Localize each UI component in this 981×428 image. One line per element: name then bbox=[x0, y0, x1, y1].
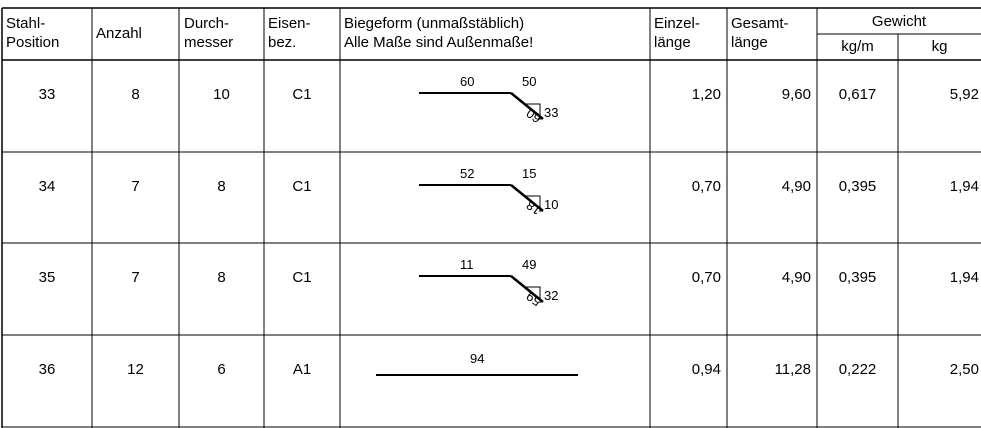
header-anzahl: Anzahl bbox=[96, 25, 142, 42]
cell-position: 36 bbox=[38, 361, 56, 378]
cell-position: 33 bbox=[38, 86, 56, 103]
header-einzellaenge-line1: Einzel- bbox=[654, 15, 700, 32]
dim-top-right: 49 bbox=[522, 257, 536, 272]
cell-einzellaenge: 1,20 bbox=[691, 86, 721, 103]
dim-right: 32 bbox=[544, 288, 558, 303]
dim-top-right: 50 bbox=[522, 74, 536, 89]
header-eisenbez-line1: Eisen- bbox=[268, 15, 311, 32]
header-gesamtlaenge-line2: länge bbox=[731, 34, 768, 51]
header-einzellaenge: Einzel- länge bbox=[654, 14, 700, 52]
cell-gesamtlaenge: 9,60 bbox=[781, 86, 811, 103]
header-eisenbez-line2: bez. bbox=[268, 34, 297, 51]
header-biegeform-line2: Alle Maße sind Außenmaße! bbox=[344, 34, 534, 51]
cell-kg: 5,92 bbox=[949, 86, 979, 103]
cell-einzellaenge: 0,70 bbox=[691, 178, 721, 195]
header-kg-per-m: kg/m bbox=[841, 38, 874, 55]
dim-length: 94 bbox=[470, 351, 484, 366]
header-stahl-position-line2: Position bbox=[6, 34, 60, 51]
cell-durchmesser: 8 bbox=[217, 269, 226, 286]
dim-top-left: 52 bbox=[460, 166, 474, 181]
table-row: 33 8 10 C1 1,20 9,60 0,617 5,92 60 50 33 60 bbox=[0, 60, 981, 152]
cell-durchmesser: 6 bbox=[217, 361, 226, 378]
cell-einzellaenge: 0,94 bbox=[691, 361, 721, 378]
dim-top-right: 15 bbox=[522, 166, 536, 181]
header-kg: kg bbox=[931, 38, 948, 55]
dimension-bracket bbox=[524, 195, 541, 212]
dim-top-left: 11 bbox=[460, 257, 474, 272]
dim-diagonal: 18 bbox=[523, 198, 543, 219]
cell-gesamtlaenge: 4,90 bbox=[781, 178, 811, 195]
header-durchmesser-line2: messer bbox=[184, 34, 234, 51]
header-gesamtlaenge-line1: Gesamt- bbox=[731, 15, 789, 32]
cell-einzellaenge: 0,70 bbox=[691, 269, 721, 286]
bar-bent-segment bbox=[510, 184, 544, 212]
bar-bent-segment bbox=[510, 92, 544, 120]
table-row: 36 12 6 A1 0,94 11,28 0,222 2,50 94 bbox=[0, 335, 981, 427]
bar-bent-segment bbox=[510, 275, 544, 303]
cell-anzahl: 7 bbox=[131, 178, 140, 195]
cell-anzahl: 8 bbox=[131, 86, 140, 103]
cell-kg-per-m: 0,395 bbox=[838, 178, 877, 195]
cell-kg: 1,94 bbox=[949, 178, 979, 195]
header-durchmesser: Durch- messer bbox=[184, 14, 233, 52]
header-einzellaenge-line2: länge bbox=[654, 34, 691, 51]
cell-anzahl: 12 bbox=[127, 361, 144, 378]
header-stahl-position: Stahl- Position bbox=[6, 14, 59, 52]
cell-eisenbez: A1 bbox=[292, 361, 312, 378]
cell-durchmesser: 8 bbox=[217, 178, 226, 195]
header-biegeform-line1: Biegeform (unmaßstäblich) bbox=[344, 15, 525, 32]
header-biegeform: Biegeform (unmaßstäblich) Alle Maße sind… bbox=[344, 14, 533, 52]
table-row: 35 7 8 C1 0,70 4,90 0,395 1,94 11 49 32 59 bbox=[0, 243, 981, 335]
cell-gesamtlaenge: 11,28 bbox=[774, 361, 811, 378]
header-gesamtlaenge: Gesamt- länge bbox=[731, 14, 789, 52]
header-durchmesser-line1: Durch- bbox=[184, 15, 230, 32]
dimension-bracket bbox=[524, 286, 541, 303]
header-eisenbez: Eisen- bez. bbox=[268, 14, 311, 52]
cell-gesamtlaenge: 4,90 bbox=[781, 269, 811, 286]
cell-kg-per-m: 0,617 bbox=[838, 86, 877, 103]
bending-shape: 94 bbox=[376, 351, 578, 376]
dim-diagonal: 59 bbox=[523, 289, 543, 310]
header-gewicht: Gewicht bbox=[871, 13, 927, 30]
cell-eisenbez: C1 bbox=[292, 178, 312, 195]
cell-kg-per-m: 0,222 bbox=[838, 361, 877, 378]
cell-durchmesser: 10 bbox=[213, 86, 230, 103]
dim-diagonal: 60 bbox=[523, 106, 543, 127]
cell-eisenbez: C1 bbox=[292, 86, 312, 103]
dimension-bracket bbox=[524, 103, 541, 120]
dim-top-left: 60 bbox=[460, 74, 474, 89]
header-stahl-position-line1: Stahl- bbox=[6, 15, 46, 32]
cell-position: 35 bbox=[38, 269, 56, 286]
cell-kg-per-m: 0,395 bbox=[838, 269, 877, 286]
cell-kg: 1,94 bbox=[949, 269, 979, 286]
table-row: 34 7 8 C1 0,70 4,90 0,395 1,94 52 15 10 18 bbox=[0, 152, 981, 244]
dim-right: 33 bbox=[544, 105, 558, 120]
cell-kg: 2,50 bbox=[949, 361, 979, 378]
cell-eisenbez: C1 bbox=[292, 269, 312, 286]
dim-right: 10 bbox=[544, 197, 558, 212]
cell-anzahl: 7 bbox=[131, 269, 140, 286]
cell-position: 34 bbox=[38, 178, 56, 195]
